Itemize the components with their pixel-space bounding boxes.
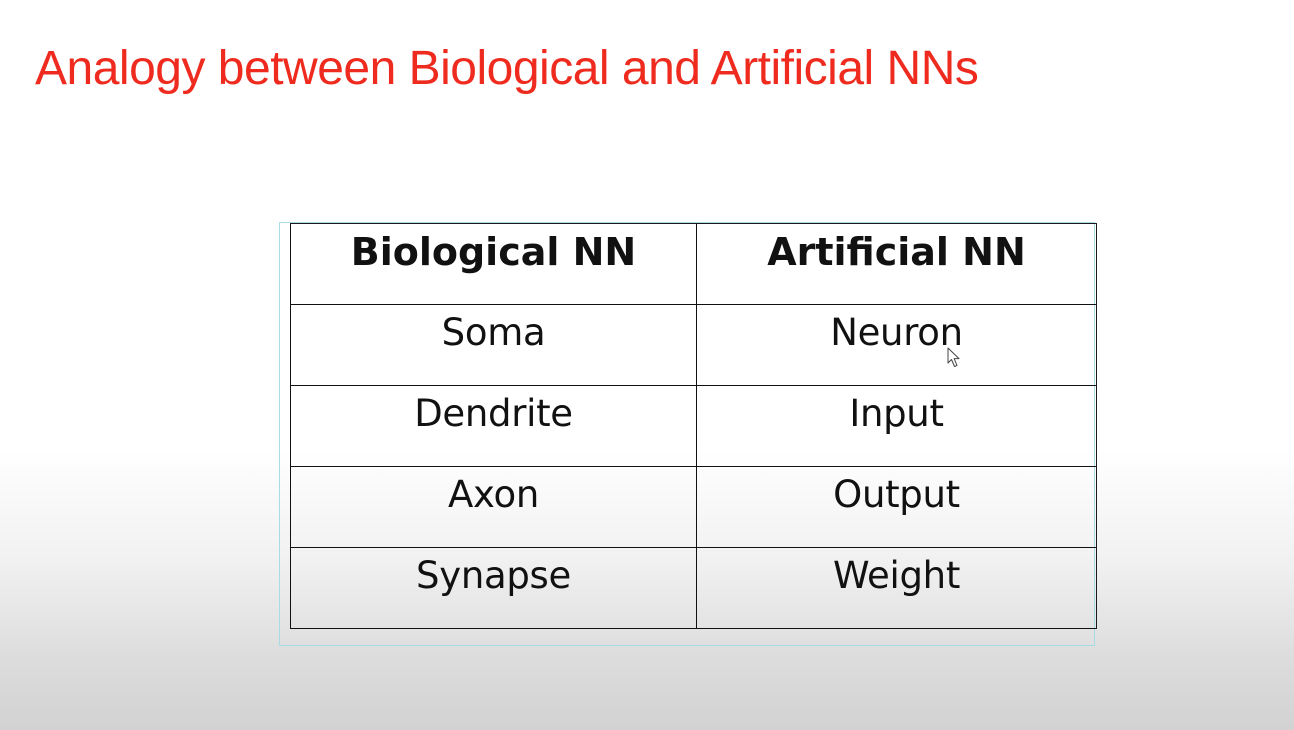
- header-biological-nn: Biological NN: [290, 223, 697, 305]
- cell-biological: Axon: [290, 466, 697, 548]
- slide-title: Analogy between Biological and Artificia…: [35, 42, 979, 95]
- table-header-row: Biological NN Artificial NN: [290, 223, 1097, 305]
- table-row: Synapse Weight: [290, 547, 1097, 629]
- cell-biological: Dendrite: [290, 385, 697, 467]
- header-artificial-nn: Artificial NN: [696, 223, 1097, 305]
- table-row: Dendrite Input: [290, 385, 1097, 467]
- cell-artificial: Input: [696, 385, 1097, 467]
- cell-artificial: Weight: [696, 547, 1097, 629]
- mouse-pointer-icon: [947, 347, 960, 367]
- analogy-table: Biological NN Artificial NN Soma Neuron …: [290, 223, 1097, 629]
- cell-artificial: Neuron: [696, 304, 1097, 386]
- table-row: Soma Neuron: [290, 304, 1097, 386]
- cell-biological: Soma: [290, 304, 697, 386]
- table-row: Axon Output: [290, 466, 1097, 548]
- cell-artificial: Output: [696, 466, 1097, 548]
- cell-biological: Synapse: [290, 547, 697, 629]
